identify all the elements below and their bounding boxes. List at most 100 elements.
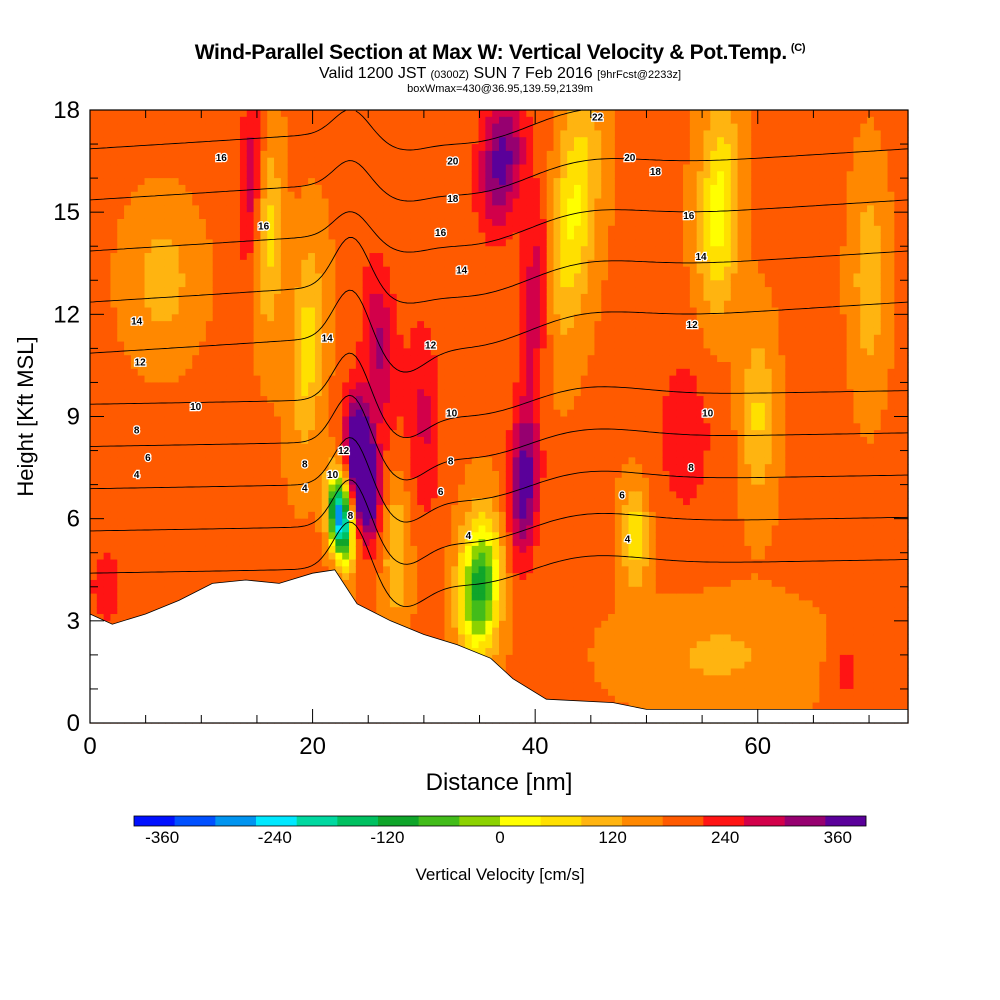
velocity-cell <box>124 457 132 465</box>
velocity-cell <box>274 123 282 132</box>
velocity-cell <box>246 218 255 227</box>
velocity-cell <box>403 191 411 200</box>
velocity-cell <box>212 246 221 254</box>
velocity-cell <box>212 518 221 527</box>
velocity-cell <box>383 423 391 431</box>
velocity-cell <box>349 164 357 172</box>
velocity-cell <box>267 443 275 452</box>
velocity-cell <box>417 525 425 533</box>
velocity-cell <box>151 178 159 186</box>
velocity-cell <box>342 518 350 527</box>
velocity-cell <box>403 362 411 370</box>
velocity-cell <box>321 110 330 118</box>
velocity-cell <box>287 566 296 574</box>
velocity-cell <box>451 511 459 520</box>
velocity-cell <box>205 259 214 268</box>
velocity-cell <box>185 232 193 241</box>
velocity-cell <box>110 539 118 547</box>
velocity-cell <box>212 355 221 363</box>
velocity-cell <box>308 205 316 213</box>
velocity-cell <box>103 218 112 227</box>
velocity-cell <box>226 341 234 349</box>
velocity-cell <box>301 491 309 499</box>
velocity-cell <box>267 321 275 329</box>
velocity-cell <box>417 498 425 506</box>
velocity-cell <box>444 239 452 247</box>
velocity-cell <box>389 198 398 206</box>
velocity-cell <box>110 607 118 615</box>
velocity-cell <box>90 457 98 465</box>
velocity-cell <box>219 273 227 281</box>
velocity-cell <box>396 164 405 172</box>
velocity-cell <box>158 314 166 322</box>
velocity-cell <box>110 518 118 527</box>
velocity-cell <box>144 144 152 152</box>
velocity-cell <box>96 402 105 411</box>
velocity-cell <box>124 430 132 438</box>
velocity-cell <box>110 552 118 561</box>
velocity-cell <box>130 362 139 370</box>
velocity-cell <box>314 239 323 247</box>
velocity-cell <box>239 259 248 268</box>
velocity-cell <box>389 184 398 193</box>
velocity-cell <box>349 218 357 227</box>
velocity-cell <box>308 266 316 275</box>
velocity-cell <box>383 280 391 288</box>
velocity-cell <box>321 430 330 438</box>
velocity-cell <box>205 280 214 288</box>
velocity-cell <box>335 273 343 281</box>
velocity-cell <box>124 532 132 540</box>
velocity-cell <box>96 505 105 513</box>
velocity-cell <box>437 130 446 138</box>
velocity-cell <box>451 430 459 438</box>
velocity-cell <box>335 225 343 234</box>
velocity-cell <box>158 239 166 247</box>
velocity-cell <box>349 334 357 343</box>
velocity-cell <box>437 280 446 288</box>
velocity-cell <box>451 150 459 159</box>
velocity-cell <box>130 253 139 261</box>
velocity-cell <box>362 525 371 533</box>
velocity-cell <box>410 191 418 200</box>
velocity-cell <box>124 355 132 363</box>
velocity-cell <box>464 375 473 384</box>
velocity-cell <box>267 573 275 581</box>
velocity-cell <box>199 491 207 499</box>
velocity-cell <box>314 539 323 547</box>
velocity-cell <box>158 130 166 138</box>
velocity-cell <box>267 225 275 234</box>
velocity-cell <box>342 164 350 172</box>
velocity-cell <box>226 525 234 533</box>
velocity-cell <box>110 137 118 145</box>
velocity-cell <box>212 205 221 213</box>
velocity-cell <box>314 321 323 329</box>
velocity-cell <box>396 184 405 193</box>
velocity-cell <box>117 253 125 261</box>
velocity-cell <box>410 416 418 424</box>
velocity-cell <box>226 539 234 547</box>
velocity-cell <box>151 545 159 554</box>
velocity-cell <box>451 218 459 227</box>
velocity-cell <box>233 164 241 172</box>
velocity-cell <box>424 525 432 533</box>
velocity-cell <box>199 362 207 370</box>
velocity-cell <box>274 273 282 281</box>
velocity-cell <box>192 232 200 241</box>
velocity-cell <box>410 545 418 554</box>
velocity-cell <box>362 314 371 322</box>
velocity-cell <box>226 164 234 172</box>
velocity-cell <box>260 232 268 241</box>
velocity-cell <box>117 368 125 377</box>
velocity-cell <box>233 545 241 554</box>
velocity-cell <box>301 552 309 561</box>
velocity-cell <box>437 259 446 268</box>
velocity-cell <box>239 130 248 138</box>
velocity-cell <box>110 382 118 390</box>
velocity-cell <box>103 307 112 315</box>
velocity-cell <box>130 130 139 138</box>
velocity-cell <box>396 232 405 241</box>
velocity-cell <box>355 232 364 241</box>
velocity-cell <box>260 293 268 302</box>
velocity-cell <box>458 191 466 200</box>
velocity-cell <box>417 137 425 145</box>
